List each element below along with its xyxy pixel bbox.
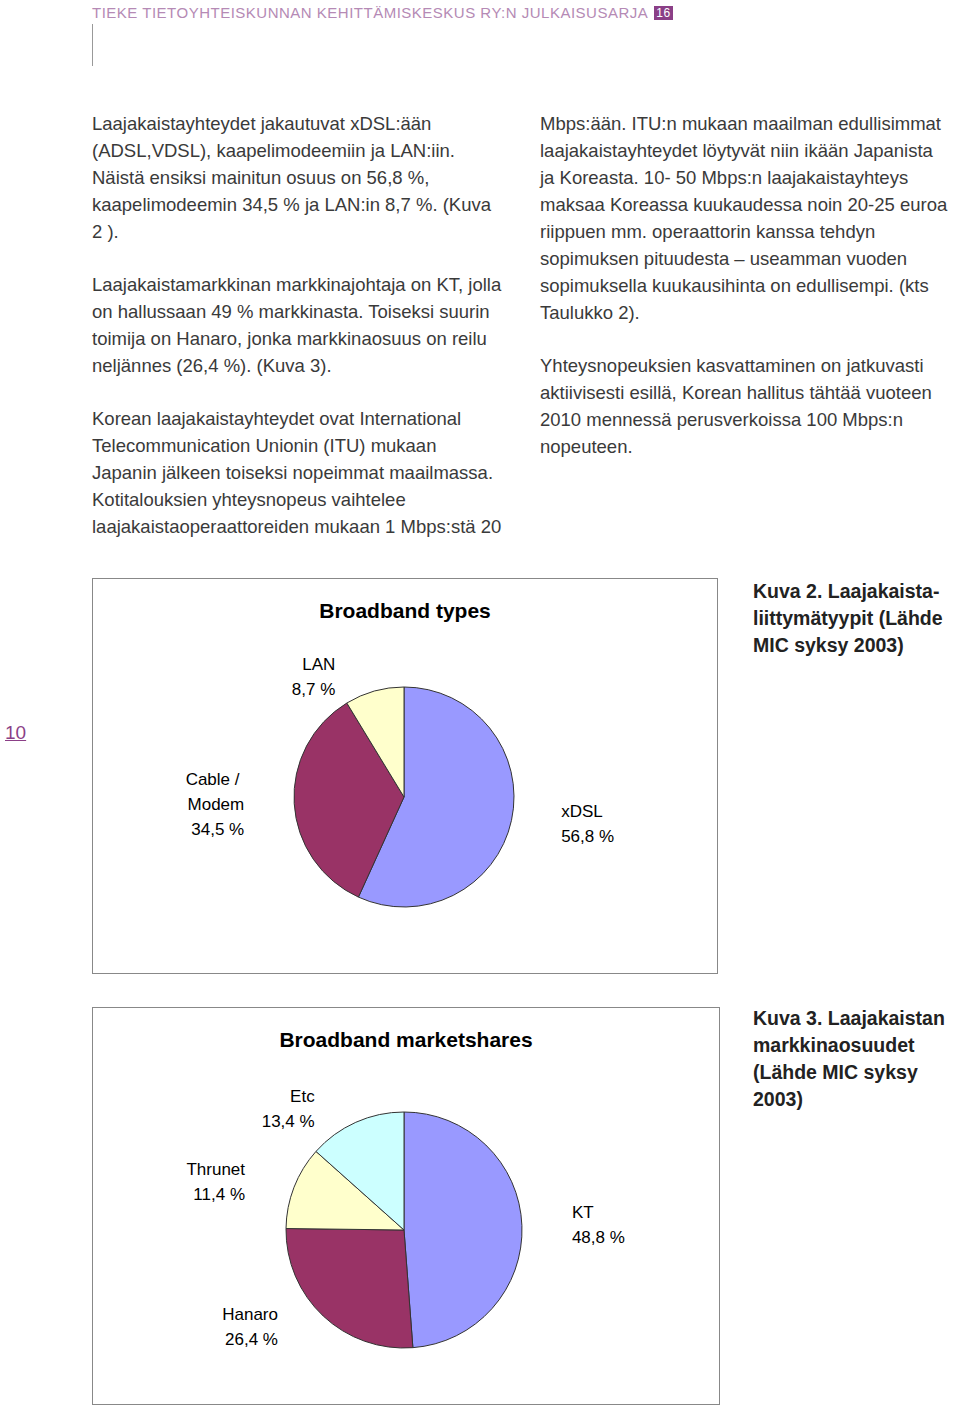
svg-text:KT: KT: [572, 1203, 594, 1222]
html-text:Kuva 2. Laajakaista­liittymäty: Kuva 2. Laajakaista­liittymätyypit (Lähd…: [753, 580, 943, 656]
svg-text:Hanaro: Hanaro: [222, 1305, 278, 1324]
html-text:16: 16: [656, 6, 671, 20]
html-text:Yhteysnopeuksien kasvattaminen: Yhteysnopeuksien kasvattaminen on jatkuv…: [540, 355, 932, 457]
html-text:TIEKE TIETOYHTEISKUNNAN KEHITT: TIEKE TIETOYHTEISKUNNAN KEHITTÄMISKESKUS…: [92, 4, 649, 21]
svg-text:Broadband types: Broadband types: [319, 599, 491, 622]
svg-text:48,8 %: 48,8 %: [572, 1228, 625, 1247]
svg-text:8,7 %: 8,7 %: [292, 680, 335, 699]
svg-text:Modem: Modem: [188, 795, 245, 814]
svg-text:Broadband marketshares: Broadband marketshares: [279, 1028, 532, 1051]
html-text:Laajakaistayhteydet jakautuvat: Laajakaistayhteydet jakautuvat xDSL:ään …: [92, 113, 491, 242]
svg-text:LAN: LAN: [302, 655, 335, 674]
html-text:Laajakaistamarkkinan markkinaj: Laajakaistamarkkinan markkinajohtaja on …: [92, 274, 502, 376]
svg-text:26,4 %: 26,4 %: [225, 1330, 278, 1349]
svg-text:Etc: Etc: [290, 1087, 315, 1106]
svg-text:34,5 %: 34,5 %: [191, 820, 244, 839]
svg-text:xDSL: xDSL: [561, 802, 603, 821]
svg-text:Cable /: Cable /: [186, 770, 245, 789]
svg-text:11,4 %: 11,4 %: [193, 1185, 245, 1204]
svg-text:Thrunet: Thrunet: [186, 1160, 245, 1179]
svg-text:13,4 %: 13,4 %: [262, 1112, 315, 1131]
html-text:10: 10: [5, 722, 27, 743]
html-text:Korean laajakaistayhteydet ova: Korean laajakaistayhteydet ovat Internat…: [92, 113, 948, 537]
html-text:Kuva 3. Laajakaistan markkinao: Kuva 3. Laajakaistan markkinaosuudet (Lä…: [753, 1007, 945, 1110]
svg-text:56,8 %: 56,8 %: [561, 827, 614, 846]
